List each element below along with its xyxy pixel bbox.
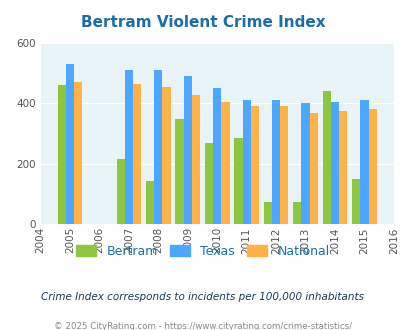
Bar xyxy=(242,100,250,224)
Text: Crime Index corresponds to incidents per 100,000 inhabitants: Crime Index corresponds to incidents per… xyxy=(41,292,364,302)
Bar xyxy=(301,103,309,224)
Bar xyxy=(183,76,192,224)
Bar xyxy=(192,95,200,224)
Bar xyxy=(359,100,368,224)
Bar xyxy=(146,181,154,224)
Bar xyxy=(263,202,271,224)
Bar xyxy=(154,70,162,224)
Bar xyxy=(271,100,279,224)
Bar xyxy=(322,91,330,224)
Bar xyxy=(116,159,124,224)
Text: Bertram Violent Crime Index: Bertram Violent Crime Index xyxy=(81,15,324,30)
Bar xyxy=(338,111,346,224)
Bar xyxy=(213,88,221,224)
Bar xyxy=(66,64,74,224)
Bar xyxy=(124,70,133,224)
Bar xyxy=(234,138,242,224)
Bar xyxy=(279,106,288,224)
Bar xyxy=(133,84,141,224)
Text: © 2025 CityRating.com - https://www.cityrating.com/crime-statistics/: © 2025 CityRating.com - https://www.city… xyxy=(54,322,351,330)
Bar xyxy=(175,119,183,224)
Bar xyxy=(162,87,170,224)
Bar xyxy=(221,102,229,224)
Legend: Bertram, Texas, National: Bertram, Texas, National xyxy=(71,240,334,263)
Bar xyxy=(292,202,301,224)
Bar xyxy=(330,102,338,224)
Bar xyxy=(74,82,82,224)
Bar xyxy=(368,109,376,224)
Bar xyxy=(250,106,258,224)
Bar xyxy=(58,85,66,224)
Bar xyxy=(351,179,359,224)
Bar xyxy=(309,113,317,224)
Bar xyxy=(205,143,213,224)
